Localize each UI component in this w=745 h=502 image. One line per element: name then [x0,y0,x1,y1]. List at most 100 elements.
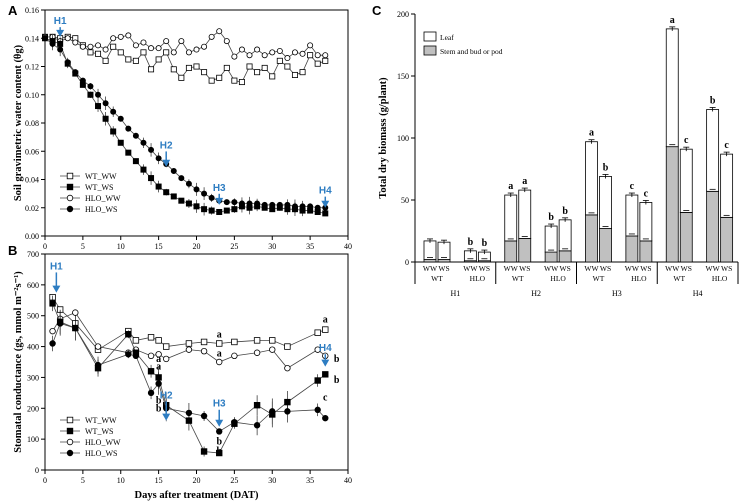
panel-a-point-wt_ww [314,60,321,67]
panel-b-xtick-label: 5 [81,476,85,485]
panel-c-genotype-label: HLO [712,274,728,283]
panel-b-point-wt_ww [185,340,193,347]
panel-a-point-wt_ws [216,208,223,215]
panel-c-ytick-label: 150 [397,72,409,81]
panel-a-point-hlo_ww [208,33,215,40]
panel-a-point-wt_ww [223,64,230,71]
panel-b-point-hlo_ww [185,346,193,353]
panel-b-point-hlo_ws [284,408,291,415]
panel-b-annotation-h3-head [215,419,224,427]
panel-a-point-hlo_ws [254,200,261,207]
panel-a-point-hlo_ws [299,203,306,210]
panel-c-treatment-label: WS [438,264,449,273]
panel-b-sig-letter: b [216,437,222,448]
panel-a-point-hlo_ww [110,35,117,42]
panel-a-point-wt_ww [117,49,124,56]
panel-c-bar-leaf [518,189,532,239]
panel-a-point-hlo_ww [148,45,155,52]
panel-c-ytick-label: 100 [397,134,409,143]
panel-a-point-hlo_ws [155,155,162,162]
panel-a-point-hlo_ws [223,199,230,206]
panel-b-point-wt_ww [147,334,155,341]
panel-b-legend-label: WT_WS [85,427,113,436]
panel-a-point-hlo_ww [64,35,71,42]
panel-b-sig-letter: b [216,446,222,457]
panel-c-ytick-label: 200 [397,10,409,19]
panel-b-ytick-label: 100 [27,435,39,444]
panel-c-bar-stem [504,240,518,263]
panel-a-point-hlo_ww [185,49,192,56]
panel-a-legend-marker [66,172,74,180]
panel-c-sig-letter: a [589,128,594,139]
panel-a-point-hlo_ws [193,186,200,193]
panel-c-treatment-label: WW [544,264,559,273]
panel-b-sig-letter: b [156,403,162,414]
panel-a-xtick-label: 40 [344,242,352,251]
panel-a-point-hlo_ww [125,32,132,39]
panel-b-xlabel: Days after treatment (DAT) [135,490,259,501]
panel-a-point-wt_ws [185,200,192,207]
panel-b-line-hlo_ww [52,312,326,369]
panel-c-bar-stem [544,251,558,263]
panel-c-sig-letter: b [468,237,474,248]
panel-b-annotation-h2-label: H2 [160,390,173,401]
panel-b-point-wt_ws [322,371,329,378]
panel-b-point-hlo_ww [314,346,321,353]
panel-b-sig-letter: a [217,329,222,340]
panel-a-point-hlo_ws [57,46,64,53]
panel-b-sig-letter: a [156,362,161,373]
panel-c-bar-leaf [706,109,720,192]
panel-a-point-hlo_ws [79,77,86,84]
panel-a-point-hlo_ws [201,190,208,197]
panel-c-bar-stem [599,228,612,263]
panel-a-point-wt_ww [238,79,245,86]
panel-a-point-hlo_ww [231,53,238,60]
panel-a-line-hlo_ww [45,30,326,59]
panel-a-point-wt_ws [117,139,124,146]
panel-a-point-hlo_ws [87,83,94,90]
panel-a-point-hlo_ww [254,46,261,53]
panel-a-point-wt_ww [125,56,132,63]
panel-b-legend-marker [66,449,74,457]
panel-b-point-hlo_ws [155,380,162,387]
panel-label-a: A [8,3,18,18]
panel-a-point-wt_ww [132,57,139,64]
panel-a-point-hlo_ww [170,49,177,56]
panel-b-sig-letter: b [334,375,340,386]
panel-a-annotation-h3-head [215,197,224,205]
panel-a-point-wt_ww [269,73,276,80]
panel-c-bar-stem [518,238,532,263]
panel-b-point-hlo_ws [322,414,329,422]
panel-b-point-hlo_ww [269,346,276,353]
panel-a-point-wt_ws [87,91,94,98]
panel-c-sig-letter: a [670,15,675,26]
panel-a-point-hlo_ww [269,49,276,56]
panel-a-point-hlo_ww [155,45,162,52]
panel-c-treatment-label: WS [560,264,571,273]
panel-a-point-wt_ww [95,50,102,57]
panel-b-point-wt_ww [200,338,208,346]
panel-b-sig-letter: b [156,396,162,407]
panel-a-point-wt_ww [110,43,117,50]
panel-a-point-hlo_ws [291,203,298,210]
panel-c-genotype-label: WT [512,274,524,283]
panel-b-point-hlo_ws [253,422,261,429]
panel-label-c: C [372,3,382,18]
panel-b-legend-marker [66,427,74,435]
panel-c-legend-label: Stem and bud or pod [440,47,503,56]
panel-c-genotype-label: HLO [470,274,486,283]
panel-b-sig-letter: a [323,315,328,326]
panel-a-point-wt_ww [261,64,268,71]
panel-b-point-wt_ws [125,331,132,338]
panel-a-point-wt_ww [140,49,147,56]
panel-a-point-hlo_ww [163,38,170,45]
panel-a-point-hlo_ww [72,39,79,46]
panel-a-point-hlo_ww [246,52,253,59]
panel-a-point-hlo_ws [110,108,117,115]
panel-a-point-hlo_ws [125,125,132,132]
panel-a-annotation-h4-head [321,200,330,208]
panel-a-point-hlo_ww [216,28,223,35]
panel-c-bar-leaf [679,148,693,213]
panel-a-point-wt_ww [148,66,155,73]
panel-a-point-wt_ws [223,207,230,214]
